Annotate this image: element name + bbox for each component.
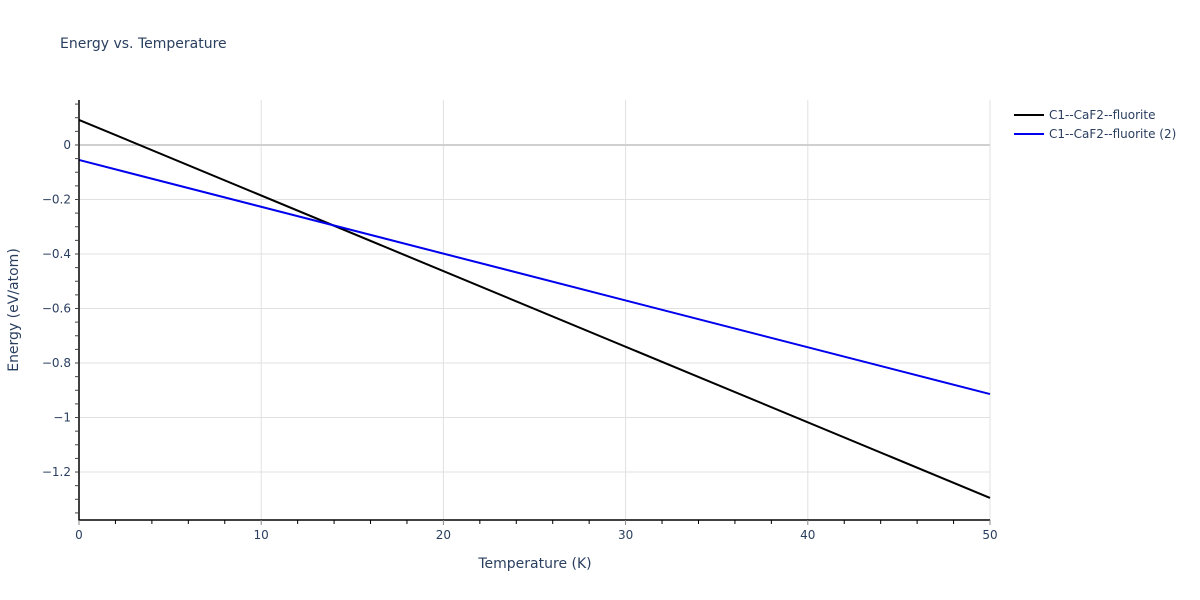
svg-text:10: 10 (254, 528, 269, 542)
chart-title: Energy vs. Temperature (60, 36, 227, 52)
x-axis-ticks: 0 10 20 30 40 50 (75, 520, 998, 542)
legend-swatch-blue-line-icon (1014, 132, 1044, 135)
series-line-1[interactable] (78, 118, 991, 499)
svg-text:−0.2: −0.2 (42, 192, 71, 206)
series-line-2[interactable] (78, 158, 991, 396)
legend-swatch-black-line-icon (1014, 113, 1044, 116)
svg-text:0: 0 (63, 138, 71, 152)
legend-item-series-2[interactable]: C1--CaF2--fluorite (2) (1014, 124, 1176, 143)
svg-text:−1.2: −1.2 (42, 465, 71, 479)
axes (78, 100, 990, 521)
y-axis-title: Energy (eV/atom) (6, 248, 22, 372)
x-axis-title: Temperature (K) (477, 556, 591, 572)
legend: C1--CaF2--fluorite C1--CaF2--fluorite (2… (1014, 105, 1176, 143)
svg-text:50: 50 (982, 528, 997, 542)
svg-text:−1: −1 (53, 411, 71, 425)
series-lines (78, 118, 991, 499)
svg-text:−0.6: −0.6 (42, 302, 71, 316)
legend-label: C1--CaF2--fluorite (2) (1049, 126, 1177, 141)
legend-label: C1--CaF2--fluorite (1049, 107, 1156, 122)
svg-text:20: 20 (436, 528, 451, 542)
legend-item-series-1[interactable]: C1--CaF2--fluorite (1014, 105, 1176, 124)
svg-text:30: 30 (618, 528, 633, 542)
y-axis-ticks: 0 −0.2 −0.4 −0.6 −0.8 −1 −1.2 (42, 103, 79, 514)
svg-text:40: 40 (800, 528, 815, 542)
svg-text:−0.4: −0.4 (42, 247, 71, 261)
grid-lines (79, 100, 991, 520)
svg-text:−0.8: −0.8 (42, 356, 71, 370)
svg-text:0: 0 (75, 528, 83, 542)
